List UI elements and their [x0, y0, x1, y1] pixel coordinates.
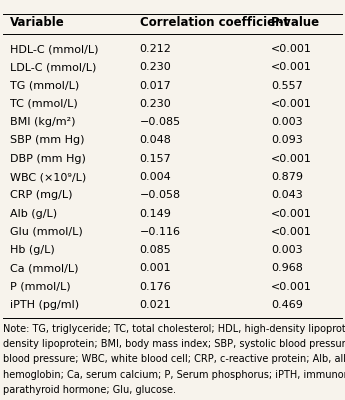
Text: Variable: Variable [10, 16, 65, 28]
Text: 0.003: 0.003 [271, 117, 303, 127]
Text: 0.157: 0.157 [140, 154, 171, 164]
Text: 0.093: 0.093 [271, 136, 303, 146]
Text: −0.116: −0.116 [140, 227, 181, 237]
Text: BMI (kg/m²): BMI (kg/m²) [10, 117, 76, 127]
Text: 0.230: 0.230 [140, 62, 171, 72]
Text: Alb (g/L): Alb (g/L) [10, 208, 58, 218]
Text: <0.001: <0.001 [271, 208, 312, 218]
Text: 0.001: 0.001 [140, 263, 171, 273]
Text: 0.230: 0.230 [140, 99, 171, 109]
Text: Ca (mmol/L): Ca (mmol/L) [10, 263, 79, 273]
Text: <0.001: <0.001 [271, 99, 312, 109]
Text: 0.176: 0.176 [140, 282, 171, 292]
Text: −0.058: −0.058 [140, 190, 181, 200]
Text: Correlation coefficient: Correlation coefficient [140, 16, 289, 28]
Text: TC (mmol/L): TC (mmol/L) [10, 99, 78, 109]
Text: 0.879: 0.879 [271, 172, 303, 182]
Text: HDL-C (mmol/L): HDL-C (mmol/L) [10, 44, 99, 54]
Text: P (mmol/L): P (mmol/L) [10, 282, 71, 292]
Text: CRP (mg/L): CRP (mg/L) [10, 190, 73, 200]
Text: 0.048: 0.048 [140, 136, 171, 146]
Text: Hb (g/L): Hb (g/L) [10, 245, 55, 255]
Text: Glu (mmol/L): Glu (mmol/L) [10, 227, 83, 237]
Text: <0.001: <0.001 [271, 154, 312, 164]
Text: density lipoprotein; BMI, body mass index; SBP, systolic blood pressure; DBP, di: density lipoprotein; BMI, body mass inde… [3, 339, 345, 349]
Text: SBP (mm Hg): SBP (mm Hg) [10, 136, 85, 146]
Text: <0.001: <0.001 [271, 227, 312, 237]
Text: 0.968: 0.968 [271, 263, 303, 273]
Text: Note: TG, triglyceride; TC, total cholesterol; HDL, high-density lipoprotein; LD: Note: TG, triglyceride; TC, total choles… [3, 324, 345, 334]
Text: 0.085: 0.085 [140, 245, 171, 255]
Text: 0.017: 0.017 [140, 81, 171, 91]
Text: DBP (mm Hg): DBP (mm Hg) [10, 154, 86, 164]
Text: P-value: P-value [271, 16, 320, 28]
Text: 0.004: 0.004 [140, 172, 171, 182]
Text: <0.001: <0.001 [271, 62, 312, 72]
Text: iPTH (pg/ml): iPTH (pg/ml) [10, 300, 79, 310]
Text: LDL-C (mmol/L): LDL-C (mmol/L) [10, 62, 97, 72]
Text: 0.469: 0.469 [271, 300, 303, 310]
Text: WBC (×10⁹/L): WBC (×10⁹/L) [10, 172, 87, 182]
Text: −0.085: −0.085 [140, 117, 181, 127]
Text: 0.557: 0.557 [271, 81, 303, 91]
Text: blood pressure; WBC, white blood cell; CRP, c-reactive protein; Alb, albumin; Hb: blood pressure; WBC, white blood cell; C… [3, 354, 345, 364]
Text: 0.149: 0.149 [140, 208, 171, 218]
Text: 0.212: 0.212 [140, 44, 171, 54]
Text: 0.003: 0.003 [271, 245, 303, 255]
Text: parathyroid hormone; Glu, glucose.: parathyroid hormone; Glu, glucose. [3, 385, 176, 395]
Text: <0.001: <0.001 [271, 282, 312, 292]
Text: 0.021: 0.021 [140, 300, 171, 310]
Text: TG (mmol/L): TG (mmol/L) [10, 81, 80, 91]
Text: <0.001: <0.001 [271, 44, 312, 54]
Text: hemoglobin; Ca, serum calcium; P, Serum phosphorus; iPTH, immunoreactive: hemoglobin; Ca, serum calcium; P, Serum … [3, 370, 345, 380]
Text: 0.043: 0.043 [271, 190, 303, 200]
